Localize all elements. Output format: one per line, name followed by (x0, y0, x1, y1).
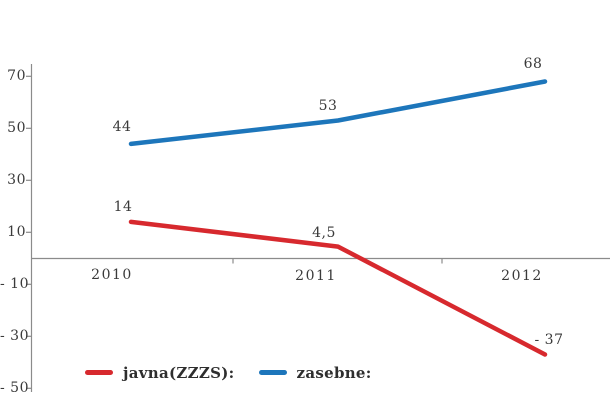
y-tick-label-50: 50 (7, 120, 26, 136)
legend: javna(ZZZS): zasebne: (85, 363, 372, 382)
y-tick-label-30: 30 (7, 172, 26, 188)
x-category-2010: 2010 (91, 267, 133, 283)
x-category-2012: 2012 (501, 268, 543, 284)
legend-label-zasebne: zasebne: (296, 363, 372, 382)
y-tick-label-neg50: - 50 (0, 380, 29, 396)
point-label-javna-2011: 4,5 (312, 225, 336, 241)
legend-item-javna: javna(ZZZS): (85, 364, 235, 382)
series-line-zasebne (128, 79, 548, 147)
y-tick-label-neg30: - 30 (0, 328, 29, 344)
x-category-2011: 2011 (295, 268, 337, 284)
javna-line-swatch (85, 370, 113, 375)
y-tick-label-10: 10 (7, 224, 26, 240)
y-axis-ticks (26, 75, 32, 389)
y-tick-label-neg10: - 10 (0, 276, 29, 292)
zasebne-line-swatch (258, 370, 287, 375)
x-axis-ticks (232, 258, 443, 264)
point-label-zasebne-2012: 68 (523, 56, 543, 72)
legend-label-javna: javna(ZZZS): (123, 363, 235, 382)
point-label-javna-2010: 14 (113, 199, 133, 215)
point-label-zasebne-2011: 53 (318, 98, 338, 114)
legend-item-zasebne: zasebne: (258, 363, 372, 382)
y-tick-label-70: 70 (7, 68, 26, 84)
point-label-zasebne-2010: 44 (112, 119, 132, 135)
series-line-javna (128, 219, 548, 357)
point-label-javna-2012: - 37 (534, 332, 564, 348)
